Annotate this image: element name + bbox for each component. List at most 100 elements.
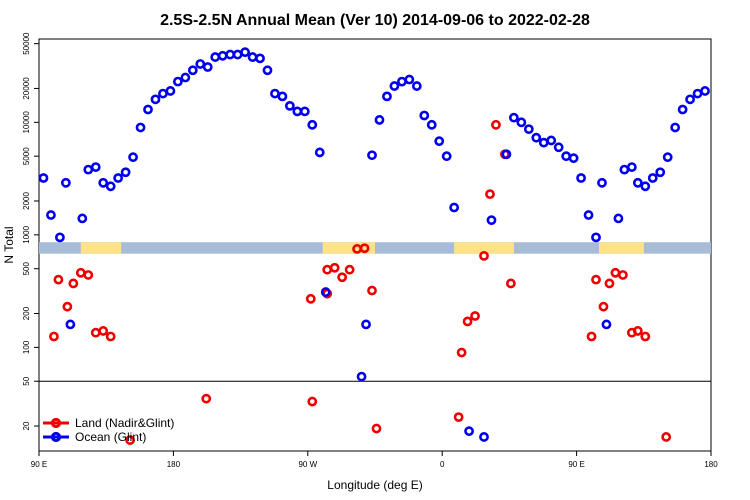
x-tick-label: 90 E — [31, 460, 47, 469]
ocean-point — [553, 142, 564, 153]
land-point — [90, 327, 101, 338]
series-ocean — [38, 47, 710, 442]
ocean-point — [516, 117, 527, 128]
ocean-point — [700, 86, 710, 96]
ocean-point — [561, 151, 572, 162]
ocean-point — [523, 124, 534, 135]
ocean-point — [195, 59, 206, 69]
land-point — [470, 311, 480, 321]
land-point — [83, 270, 94, 280]
x-tick-label: 180 — [704, 460, 718, 469]
ocean-point — [597, 177, 607, 188]
ocean-point — [128, 152, 138, 163]
y-tick-label: 50 — [22, 376, 31, 385]
ocean-point — [270, 88, 280, 99]
land-point — [661, 432, 672, 442]
ocean-point — [670, 122, 681, 133]
ocean-point — [60, 177, 71, 188]
land-point — [53, 274, 64, 285]
y-axis-label: N Total — [2, 226, 16, 263]
x-tick-label: 180 — [167, 460, 181, 469]
land-point — [371, 423, 382, 434]
land-point — [491, 119, 501, 130]
ocean-point — [120, 167, 131, 178]
ocean-point — [601, 319, 612, 330]
band-land-segment — [599, 242, 644, 254]
ocean-point — [217, 50, 228, 61]
band-land-segment — [80, 242, 122, 254]
ocean-point — [158, 88, 168, 99]
ocean-point — [382, 91, 392, 102]
ocean-point — [389, 81, 400, 91]
land-point — [617, 270, 628, 280]
ocean-point — [77, 213, 88, 224]
y-axis: 20 50 100 200 500 1000 2000 5000 10000 20000 50000 — [22, 32, 39, 430]
data-points — [38, 47, 710, 445]
data-band — [39, 242, 711, 254]
y-tick-label: 50000 — [22, 32, 31, 55]
ocean-point — [464, 426, 474, 437]
ocean-point — [583, 210, 594, 220]
ocean-point — [292, 106, 303, 117]
ocean-point — [619, 164, 630, 175]
ocean-point — [232, 49, 243, 60]
land-point — [201, 393, 212, 404]
ocean-point — [508, 112, 519, 123]
ocean-point — [361, 319, 371, 330]
land-point — [610, 267, 621, 278]
series-land — [49, 119, 672, 445]
y-tick-label: 2000 — [22, 192, 31, 210]
y-tick-label: 500 — [22, 262, 31, 276]
y-tick-label: 5000 — [22, 147, 31, 165]
x-axis-label: Longitude (deg E) — [327, 478, 422, 492]
ocean-point — [655, 167, 666, 178]
ocean-point — [307, 119, 318, 130]
ocean-point — [374, 115, 385, 125]
ocean-point — [202, 62, 213, 72]
ocean-point — [538, 137, 549, 148]
ocean-point — [55, 232, 65, 243]
ocean-point — [240, 47, 250, 58]
ocean-point — [396, 76, 407, 87]
ocean-point — [172, 76, 183, 87]
land-point — [505, 278, 516, 289]
ocean-point — [531, 132, 542, 143]
y-tick-label: 200 — [22, 306, 31, 320]
land-point — [62, 301, 73, 312]
x-axis: 90 E 180 90 W 0 90 E 180 — [31, 451, 718, 469]
ocean-point — [225, 49, 236, 60]
legend-land-label: Land (Nadir&Glint) — [75, 416, 174, 430]
ocean-point — [65, 319, 76, 330]
ocean-point — [441, 151, 452, 162]
land-point — [49, 331, 59, 342]
ocean-point — [255, 53, 265, 64]
ocean-point — [247, 52, 258, 62]
chart-title: 2.5S-2.5N Annual Mean (Ver 10) 2014-09-0… — [160, 12, 590, 29]
ocean-point — [356, 371, 367, 382]
ocean-point — [404, 74, 415, 85]
land-point — [329, 262, 340, 273]
land-point — [462, 316, 473, 327]
ocean-point — [434, 136, 445, 147]
ocean-point — [449, 202, 460, 213]
ocean-point — [568, 153, 579, 164]
ocean-point — [367, 150, 377, 161]
ocean-point — [546, 135, 557, 146]
ocean-point — [419, 110, 430, 121]
x-tick-label: 90 E — [568, 460, 584, 469]
land-point — [485, 189, 495, 200]
legend-ocean-label: Ocean (Glint) — [75, 430, 146, 444]
ocean-point — [662, 152, 673, 163]
land-point — [75, 267, 86, 278]
ocean-point — [105, 181, 116, 192]
ocean-point — [640, 181, 651, 192]
land-point — [640, 331, 651, 342]
band-land-segment — [322, 242, 375, 254]
y-tick-label: 100 — [22, 340, 31, 354]
ocean-point — [135, 122, 146, 133]
ocean-point — [632, 177, 643, 188]
land-point — [632, 326, 643, 336]
land-point — [105, 331, 116, 342]
ocean-point — [501, 149, 512, 160]
